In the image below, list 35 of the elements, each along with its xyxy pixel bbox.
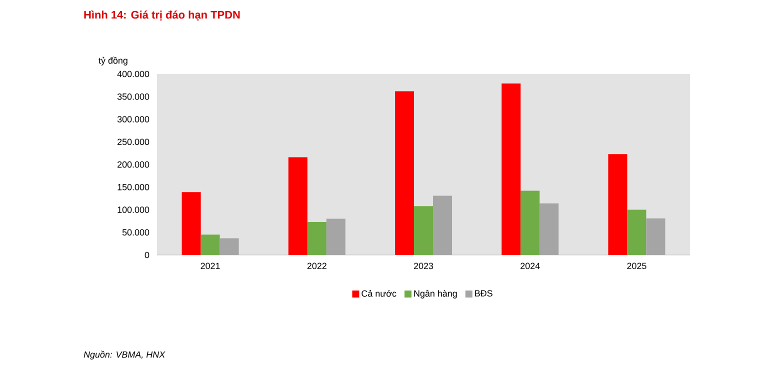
y-tick-label: 0 (144, 252, 150, 258)
x-tick-label: 2024 (520, 262, 540, 270)
y-tick-label: 350.000 (117, 93, 150, 100)
legend-label: Cả nước (362, 290, 396, 297)
x-tick-label: 2025 (627, 262, 646, 270)
text: Nguồn: VBMA, HNX (84, 350, 166, 360)
bar (502, 84, 521, 255)
bar (608, 154, 628, 255)
bar (520, 190, 540, 255)
y-tick-label: 200.000 (118, 161, 150, 168)
bar (627, 210, 646, 255)
y-tick-label: 250.000 (118, 138, 150, 146)
x-tick-label: 2022 (307, 262, 326, 270)
y-tick-label: 150.000 (118, 184, 150, 190)
y-tick-label: 50.000 (122, 229, 150, 236)
y-tick-label: 300.000 (117, 116, 150, 122)
y-tick-label: 400.000 (117, 70, 150, 78)
bar (433, 196, 452, 255)
bar (182, 192, 201, 255)
x-tick-label: 2023 (414, 262, 434, 270)
bar (200, 234, 220, 255)
bar (395, 91, 414, 255)
bar (288, 157, 308, 255)
x-tick-label: 2021 (200, 262, 220, 270)
bar (414, 206, 434, 255)
legend-label: BĐS (475, 290, 492, 297)
bar (307, 222, 326, 255)
bar (220, 238, 239, 255)
bar (326, 218, 346, 255)
legend-label: Ngân hàng (414, 290, 457, 298)
chart-title: Hình 14: Giá trị đáo hạn TPDN (84, 10, 240, 21)
bar (646, 218, 666, 255)
y-tick-label: 100.000 (118, 206, 150, 213)
bar (540, 203, 559, 255)
y-axis-title: tỷ đồng (98, 56, 128, 66)
